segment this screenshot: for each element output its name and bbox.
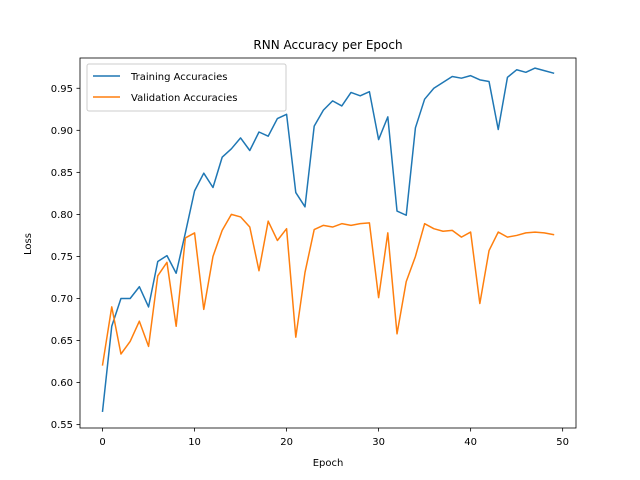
y-tick-label: 0.90: [51, 126, 73, 137]
chart-title: RNN Accuracy per Epoch: [253, 38, 402, 52]
y-tick-label: 0.85: [51, 168, 73, 179]
x-axis-label: Epoch: [313, 458, 344, 469]
legend: Training Accuracies Validation Accuracie…: [86, 63, 287, 112]
x-tick-label: 50: [556, 437, 569, 448]
y-axis-label: Loss: [23, 233, 34, 255]
y-tick-label: 0.95: [51, 84, 73, 95]
axes-frame: [79, 57, 577, 429]
series-line-training: [101, 67, 555, 413]
x-tick-label: 0: [99, 437, 105, 448]
plot-area: 0 10 20 30 40 50 0.55 0.60 0.65 0.70 0.75 0.80 0.85 0…: [51, 57, 577, 448]
x-tick-label: 30: [372, 437, 385, 448]
y-tick-label: 0.75: [51, 252, 73, 263]
x-tick-label: 10: [188, 437, 201, 448]
series-line-validation: [101, 213, 555, 366]
x-tick-label: 40: [464, 437, 477, 448]
y-tick-label: 0.60: [51, 378, 73, 389]
y-tick-label: 0.65: [51, 336, 73, 347]
y-tick-label: 0.55: [51, 420, 73, 431]
legend-label-validation: Validation Accuracies: [131, 93, 237, 104]
y-tick-label: 0.70: [51, 294, 73, 305]
legend-label-training: Training Accuracies: [130, 72, 228, 83]
legend-box: [86, 63, 287, 112]
y-tick-label: 0.80: [51, 210, 73, 221]
x-tick-label: 20: [280, 437, 293, 448]
